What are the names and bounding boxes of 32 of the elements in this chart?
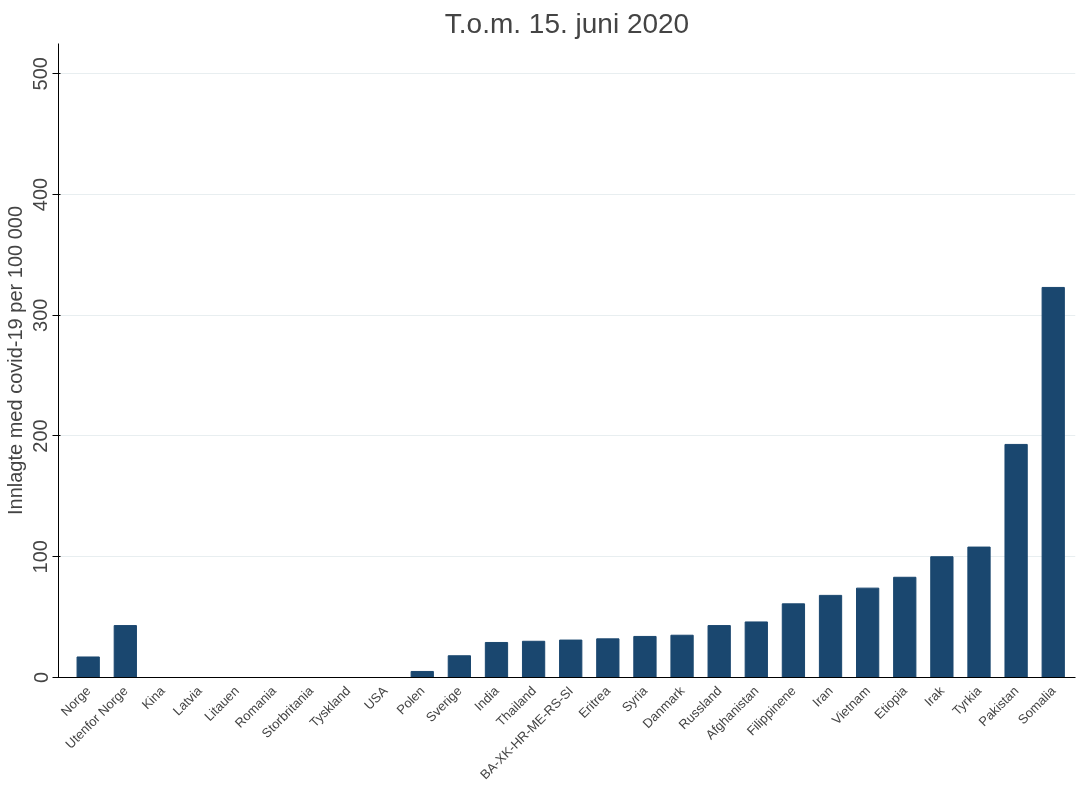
bar xyxy=(707,625,731,678)
bar xyxy=(633,635,657,678)
y-tick-label: 0 xyxy=(29,671,52,684)
y-axis-title: Innlagte med covid-19 per 100 000 xyxy=(3,205,26,516)
y-tick-label: 100 xyxy=(29,540,52,574)
bar xyxy=(893,576,917,678)
bar xyxy=(113,625,137,678)
bar xyxy=(744,621,768,678)
bar xyxy=(447,655,471,678)
bar xyxy=(1041,286,1065,678)
bar xyxy=(670,634,694,678)
x-tick-label: Iran xyxy=(809,683,836,710)
y-tick-label: 200 xyxy=(29,419,52,453)
x-tick-label: Irak xyxy=(921,682,948,710)
bar xyxy=(596,638,620,678)
bar xyxy=(484,641,509,678)
y-tick-label: 500 xyxy=(29,57,52,91)
bar xyxy=(856,587,880,678)
y-tick-label: 400 xyxy=(29,177,52,212)
bar xyxy=(559,639,583,678)
bar xyxy=(781,603,806,678)
bar xyxy=(521,640,546,678)
y-tick-label: 300 xyxy=(29,298,52,332)
chart-title: T.o.m. 15. juni 2020 xyxy=(444,7,690,39)
bar xyxy=(410,670,434,678)
bar xyxy=(1004,443,1028,678)
x-tick-label: Kina xyxy=(138,682,169,713)
bar xyxy=(930,556,954,678)
x-tick-label: USA xyxy=(360,682,391,713)
bar xyxy=(76,656,100,678)
bar xyxy=(818,594,843,678)
bar xyxy=(967,546,991,678)
